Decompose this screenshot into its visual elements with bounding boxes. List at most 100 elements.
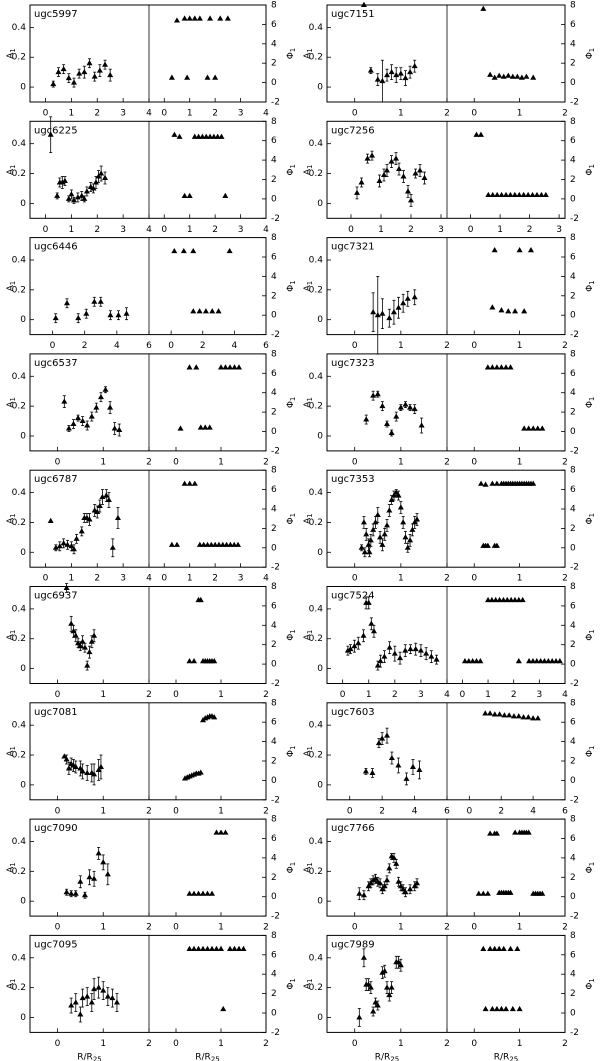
amplitude-point bbox=[393, 860, 400, 866]
x-tick-label: 0 bbox=[468, 225, 474, 235]
phase-point bbox=[489, 364, 496, 370]
y-tick-label: 0 bbox=[20, 780, 26, 790]
phase-point bbox=[521, 308, 528, 314]
x-tick-label: 0 bbox=[352, 923, 358, 933]
amplitude-point bbox=[414, 880, 420, 886]
y-tick-label: 0.2 bbox=[12, 285, 26, 295]
x-tick-label: 0 bbox=[161, 109, 167, 119]
y2-tick-label: 4 bbox=[271, 505, 277, 515]
y2-tick-label: 0 bbox=[570, 78, 576, 88]
amplitude-point bbox=[379, 735, 386, 741]
y2-axis-label: Φ1 bbox=[286, 397, 298, 409]
x-tick-label: 2 bbox=[94, 109, 100, 119]
phase-point bbox=[491, 711, 498, 717]
amplitude-point bbox=[411, 519, 418, 525]
x-tick-label: 0 bbox=[173, 457, 179, 467]
amplitude-point bbox=[123, 310, 130, 316]
x-tick-label: 4 bbox=[263, 225, 269, 235]
amplitude-point bbox=[388, 68, 395, 75]
x-tick-label: 0 bbox=[466, 806, 472, 816]
amplitude-point bbox=[94, 508, 101, 514]
panel-frame bbox=[29, 353, 267, 452]
phase-point bbox=[222, 829, 229, 835]
phase-point bbox=[213, 945, 220, 951]
x-tick-label: 2 bbox=[444, 574, 450, 584]
phase-point bbox=[514, 945, 521, 951]
phase-point bbox=[197, 424, 204, 430]
amplitude-point bbox=[384, 420, 390, 427]
y-axis-label: A1 bbox=[303, 979, 315, 990]
y-axis-label-main: A bbox=[303, 982, 313, 989]
amplitude-point bbox=[374, 312, 381, 318]
x-tick-label: 0 bbox=[340, 690, 346, 700]
amplitude-point bbox=[393, 155, 399, 161]
x-tick-label: 2 bbox=[444, 109, 450, 119]
y-axis-label: A1 bbox=[303, 513, 315, 524]
amplitude-point bbox=[102, 61, 109, 67]
y2-axis-label-sub: 1 bbox=[588, 629, 596, 633]
phase-point bbox=[477, 657, 484, 664]
phase-point bbox=[491, 74, 498, 80]
x-tick-label: 1 bbox=[398, 457, 404, 467]
x-axis-label: R/R25 bbox=[375, 1052, 399, 1061]
x-tick-label: 2 bbox=[146, 923, 152, 933]
amplitude-point bbox=[72, 632, 79, 638]
x-tick-label: 6 bbox=[146, 341, 152, 351]
x-tick-label: 0 bbox=[55, 923, 61, 933]
panel-title: ugc6537 bbox=[34, 358, 78, 369]
phase-point bbox=[227, 364, 233, 370]
y2-tick-label: 4 bbox=[570, 853, 576, 863]
phase-point bbox=[503, 1005, 509, 1012]
y-tick-label: 0.4 bbox=[309, 488, 324, 498]
amplitude-point bbox=[84, 662, 91, 668]
y-axis-label: A1 bbox=[303, 164, 315, 175]
panel-title: ugc7603 bbox=[331, 707, 375, 718]
amplitude-point bbox=[111, 425, 118, 431]
y-tick-label: 0 bbox=[317, 780, 323, 790]
phase-point bbox=[181, 480, 188, 486]
amplitude-point bbox=[397, 404, 404, 410]
x-tick-label: 0 bbox=[348, 225, 354, 235]
amplitude-point bbox=[391, 650, 398, 656]
phase-point bbox=[488, 596, 495, 603]
x-tick-label: 1 bbox=[517, 457, 523, 467]
y2-axis-label-sub: 1 bbox=[289, 280, 297, 284]
phase-point bbox=[195, 890, 202, 896]
amplitude-point bbox=[91, 771, 98, 777]
amplitude-point bbox=[379, 541, 386, 547]
x-tick-label: 2 bbox=[94, 574, 100, 584]
x-tick-label: 4 bbox=[562, 690, 568, 700]
x-tick-label: 1 bbox=[366, 690, 372, 700]
amplitude-point bbox=[358, 179, 365, 185]
x-tick-label: 2 bbox=[263, 457, 269, 467]
panel-frame bbox=[29, 702, 267, 801]
phase-point bbox=[218, 829, 224, 835]
amplitude-point bbox=[47, 131, 54, 137]
phase-point bbox=[489, 304, 496, 310]
amplitude-point bbox=[386, 507, 393, 513]
y2-axis-label-main: Φ bbox=[585, 634, 595, 641]
amplitude-point bbox=[414, 516, 420, 522]
y-tick-label: 0.2 bbox=[12, 983, 26, 993]
amplitude-point bbox=[63, 300, 70, 306]
amplitude-point bbox=[365, 981, 372, 987]
y-tick-label: 0.4 bbox=[309, 604, 324, 614]
x-tick-label: 1 bbox=[187, 109, 193, 119]
x-tick-label: 4 bbox=[146, 109, 152, 119]
x-tick-label: 3 bbox=[120, 225, 126, 235]
phase-point bbox=[186, 890, 193, 896]
phase-point bbox=[511, 596, 518, 603]
amplitude-point bbox=[379, 886, 386, 892]
x-tick-label: 2 bbox=[212, 109, 218, 119]
y2-tick-label: 8 bbox=[271, 1, 277, 11]
x-tick-label: 0 bbox=[352, 341, 358, 351]
y-axis-label: A1 bbox=[6, 746, 18, 757]
amplitude-point bbox=[65, 765, 72, 771]
phase-point bbox=[542, 191, 549, 198]
phase-point bbox=[195, 133, 202, 139]
phase-point bbox=[498, 364, 505, 370]
phase-point bbox=[215, 308, 222, 314]
amplitude-point bbox=[75, 414, 82, 421]
x-tick-label: 2 bbox=[212, 225, 218, 235]
